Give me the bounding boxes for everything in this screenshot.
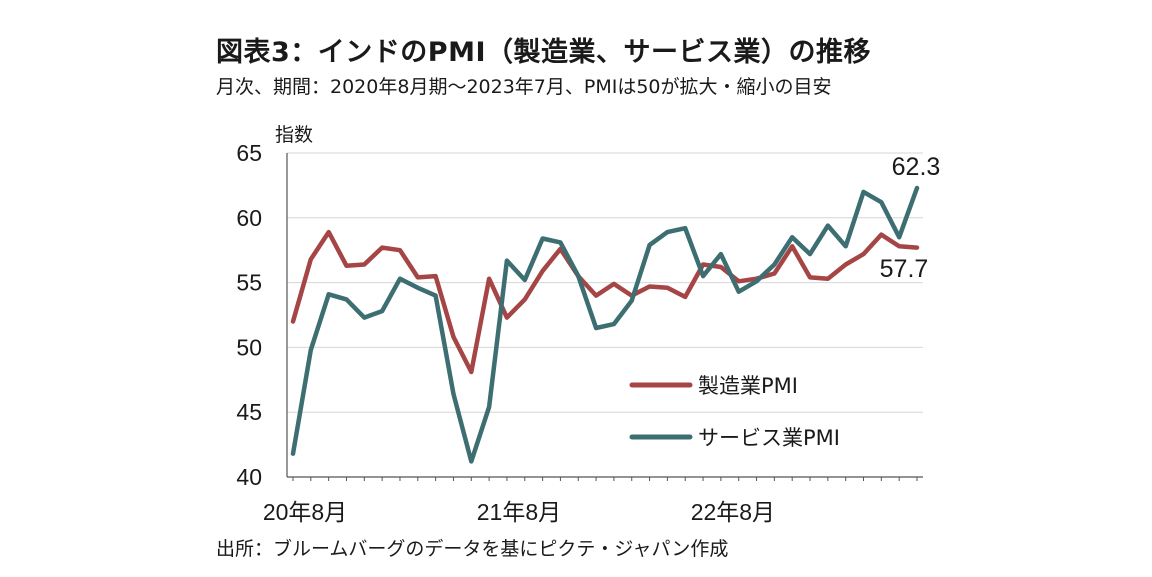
data-point (381, 310, 383, 312)
legend-label: サービス業PMI (698, 426, 840, 450)
x-tick-label: 21年8月 (477, 499, 561, 525)
data-point (506, 259, 508, 262)
data-point (417, 286, 419, 289)
data-point (844, 245, 847, 248)
data-point (452, 336, 455, 338)
data-point (630, 299, 633, 302)
data-point (880, 233, 883, 236)
data-point (862, 191, 865, 193)
data-point (292, 320, 294, 323)
data-point (506, 316, 508, 319)
data-point (827, 224, 829, 227)
data-point (434, 294, 437, 297)
axes (286, 153, 923, 481)
data-point (363, 263, 366, 266)
data-point (488, 277, 490, 280)
end-value-label: 62.3 (892, 153, 941, 181)
legend-label: 製造業PMI (698, 374, 798, 398)
data-point (648, 285, 651, 288)
x-tick-labels: 20年8月 21年8月 22年8月 (263, 499, 775, 525)
data-point (559, 241, 562, 244)
data-point (648, 244, 651, 246)
y-tick-labels: 40 45 50 55 60 65 (236, 140, 262, 490)
data-point (559, 248, 562, 250)
data-point (827, 277, 829, 280)
chart-subtitle: 月次、期間：2020年8月期～2023年7月、PMIは50が拡大・縮小の目安 (216, 76, 832, 98)
data-point (737, 290, 740, 293)
data-point (720, 253, 722, 255)
data-point (399, 277, 401, 280)
y-tick-label: 40 (236, 464, 262, 490)
chart-title: 図表3：インドのPMI（製造業、サービス業）の推移 (216, 37, 871, 68)
data-point (470, 371, 473, 373)
data-point (702, 263, 704, 266)
data-point (613, 323, 615, 325)
data-point (399, 249, 401, 251)
series-lines (290, 185, 920, 464)
data-point (310, 258, 312, 261)
data-point (488, 406, 490, 408)
end-labels: 57.7 62.3 (880, 153, 941, 283)
data-point (452, 393, 455, 395)
x-tick-label: 20年8月 (263, 499, 347, 525)
data-point (880, 201, 883, 204)
data-point (292, 452, 294, 455)
data-point (791, 245, 793, 248)
data-point (702, 275, 704, 277)
data-point (666, 231, 669, 233)
end-value-label: 57.7 (880, 255, 929, 283)
data-point (310, 349, 312, 351)
data-point (470, 460, 473, 463)
data-point (541, 270, 544, 272)
data-point (684, 296, 687, 298)
data-point (327, 231, 330, 233)
data-point (809, 276, 811, 279)
data-point (541, 237, 544, 240)
y-axis-label: 指数 (275, 124, 313, 146)
data-point (809, 253, 811, 255)
y-tick-label: 65 (236, 140, 262, 166)
data-point (773, 263, 776, 266)
data-point (345, 264, 348, 267)
data-point (595, 327, 597, 329)
data-point (327, 293, 330, 296)
y-tick-label: 60 (236, 205, 262, 231)
data-point (666, 286, 669, 289)
series-line-0 (290, 229, 920, 375)
data-point (417, 276, 419, 279)
data-point (898, 245, 900, 248)
data-point (916, 246, 918, 249)
data-point (613, 283, 615, 285)
y-tick-label: 50 (236, 334, 262, 360)
data-point (595, 294, 597, 297)
data-point (916, 187, 918, 189)
grid-lines (287, 152, 923, 413)
y-tick-label: 45 (236, 399, 262, 425)
data-point (577, 275, 580, 277)
data-point (737, 280, 740, 283)
data-point (523, 298, 526, 301)
series-line-1 (290, 185, 920, 464)
legend: 製造業PMI サービス業PMI (629, 374, 840, 450)
data-point (345, 298, 348, 301)
data-point (381, 246, 383, 249)
data-point (844, 263, 847, 266)
source-note: 出所：ブルームバーグのデータを基にピクテ・ジャパン作成 (216, 538, 729, 560)
data-point (684, 227, 687, 229)
y-tick-label: 55 (236, 270, 262, 296)
data-point (898, 236, 900, 239)
data-point (773, 272, 776, 275)
data-point (720, 266, 722, 268)
data-point (363, 316, 366, 319)
data-point (434, 275, 437, 277)
x-tick-label: 22年8月 (691, 499, 775, 525)
data-point (791, 236, 793, 239)
data-point (862, 253, 865, 255)
data-point (755, 280, 758, 283)
data-point (523, 279, 526, 281)
